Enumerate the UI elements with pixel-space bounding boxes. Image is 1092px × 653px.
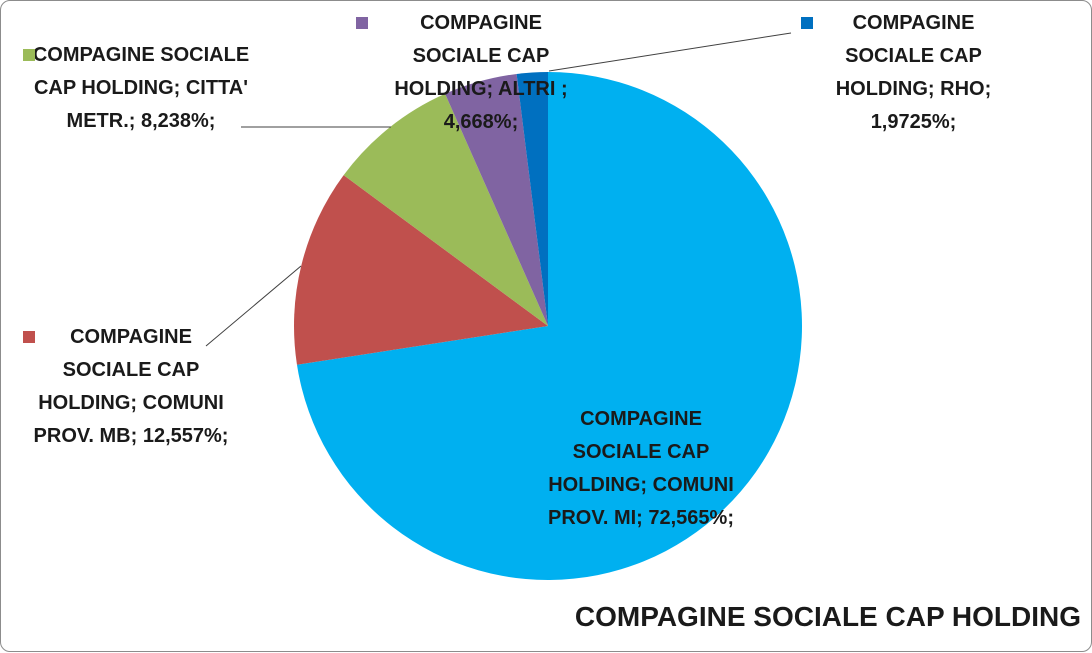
slice (445, 73, 548, 327)
data-label: COMPAGINE SOCIALE CAP HOLDING; COMUNI PR… (33, 326, 229, 447)
slices (294, 72, 802, 580)
chart-title: COMPAGINE SOCIALE CAP HOLDING (574, 601, 1081, 632)
data-label: COMPAGINE SOCIALE CAP HOLDING; ALTRI ; 4… (394, 12, 568, 133)
data-label: COMPAGINE SOCIALE CAP HOLDING; CITTA' ME… (32, 44, 250, 132)
label-marker (356, 17, 368, 29)
label-marker (23, 49, 35, 61)
slice (296, 72, 802, 580)
slice (294, 175, 548, 365)
label-marker (801, 17, 813, 29)
slice (343, 93, 548, 326)
leader-line (548, 32, 792, 72)
slice (516, 72, 548, 326)
label-marker (23, 331, 35, 343)
data-label: COMPAGINE SOCIALE CAP HOLDING; RHO; 1,97… (835, 12, 992, 133)
leader-lines (205, 32, 792, 347)
data-label: COMPAGINE SOCIALE CAP HOLDING; COMUNI PR… (547, 408, 734, 529)
leader-line (205, 265, 302, 347)
